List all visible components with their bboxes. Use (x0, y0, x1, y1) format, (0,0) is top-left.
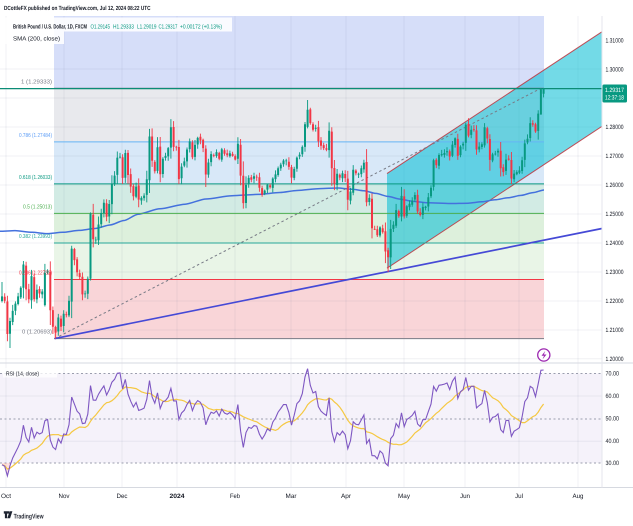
svg-text:0.786 (1.27484): 0.786 (1.27484) (19, 132, 52, 139)
svg-text:12:37:18: 12:37:18 (605, 95, 624, 102)
svg-text:1.28000: 1.28000 (606, 124, 624, 131)
svg-text:50.00: 50.00 (606, 415, 620, 422)
svg-text:C1.29317: C1.29317 (159, 23, 178, 30)
svg-text:Mar: Mar (286, 493, 297, 500)
svg-text:Apr: Apr (341, 493, 351, 500)
svg-text:0 (1.20693): 0 (1.20693) (22, 329, 52, 336)
svg-text:0.618 (1.26033): 0.618 (1.26033) (19, 174, 52, 181)
svg-text:60.00: 60.00 (606, 393, 620, 400)
svg-text:0.5 (1.25013): 0.5 (1.25013) (23, 203, 52, 210)
svg-text:+0.00172 (+0.13%): +0.00172 (+0.13%) (180, 23, 222, 30)
svg-text:RSI (14, close): RSI (14, close) (6, 371, 39, 378)
svg-text:1.22000: 1.22000 (606, 298, 624, 305)
svg-text:1.25000: 1.25000 (606, 211, 624, 218)
svg-text:0.236 (1.22732): 0.236 (1.22732) (19, 270, 52, 277)
svg-text:40.00: 40.00 (606, 438, 620, 445)
svg-text:2024: 2024 (170, 493, 186, 500)
svg-text:1.21000: 1.21000 (606, 327, 624, 334)
svg-text:DCottleFX published on Trading: DCottleFX published on TradingView.com, … (4, 5, 151, 12)
svg-text:H1.29333: H1.29333 (113, 23, 135, 30)
svg-text:Nov: Nov (59, 493, 71, 500)
svg-text:Oct: Oct (1, 493, 11, 500)
svg-text:1.30000: 1.30000 (606, 66, 624, 73)
svg-text:0.382 (1.23993): 0.382 (1.23993) (19, 233, 52, 240)
svg-text:May: May (398, 493, 411, 500)
svg-text:1.24000: 1.24000 (606, 240, 624, 247)
svg-text:Aug: Aug (573, 493, 584, 500)
svg-text:1.20000: 1.20000 (606, 356, 624, 363)
svg-text:1.29317: 1.29317 (605, 87, 624, 94)
svg-text:1.31000: 1.31000 (606, 37, 624, 44)
svg-text:TradingView: TradingView (14, 514, 45, 521)
svg-text:SMA (200, close): SMA (200, close) (13, 35, 60, 42)
svg-text:Jun: Jun (460, 493, 470, 500)
svg-text:30.00: 30.00 (606, 460, 620, 467)
svg-text:1.27000: 1.27000 (606, 153, 624, 160)
svg-text:Feb: Feb (230, 493, 240, 500)
svg-text:Dec: Dec (117, 493, 128, 500)
svg-text:1.23000: 1.23000 (606, 269, 624, 276)
svg-text:1.26000: 1.26000 (606, 182, 624, 189)
svg-text:O1.29145: O1.29145 (91, 23, 111, 30)
svg-text:British Pound / U.S. Dollar, 1: British Pound / U.S. Dollar, 1D, FXCM (13, 23, 87, 30)
svg-text:70.00: 70.00 (606, 371, 620, 378)
svg-text:L1.29019: L1.29019 (137, 23, 157, 30)
svg-text:1 (1.29333): 1 (1.29333) (21, 78, 52, 85)
svg-text:Jul: Jul (515, 493, 523, 500)
